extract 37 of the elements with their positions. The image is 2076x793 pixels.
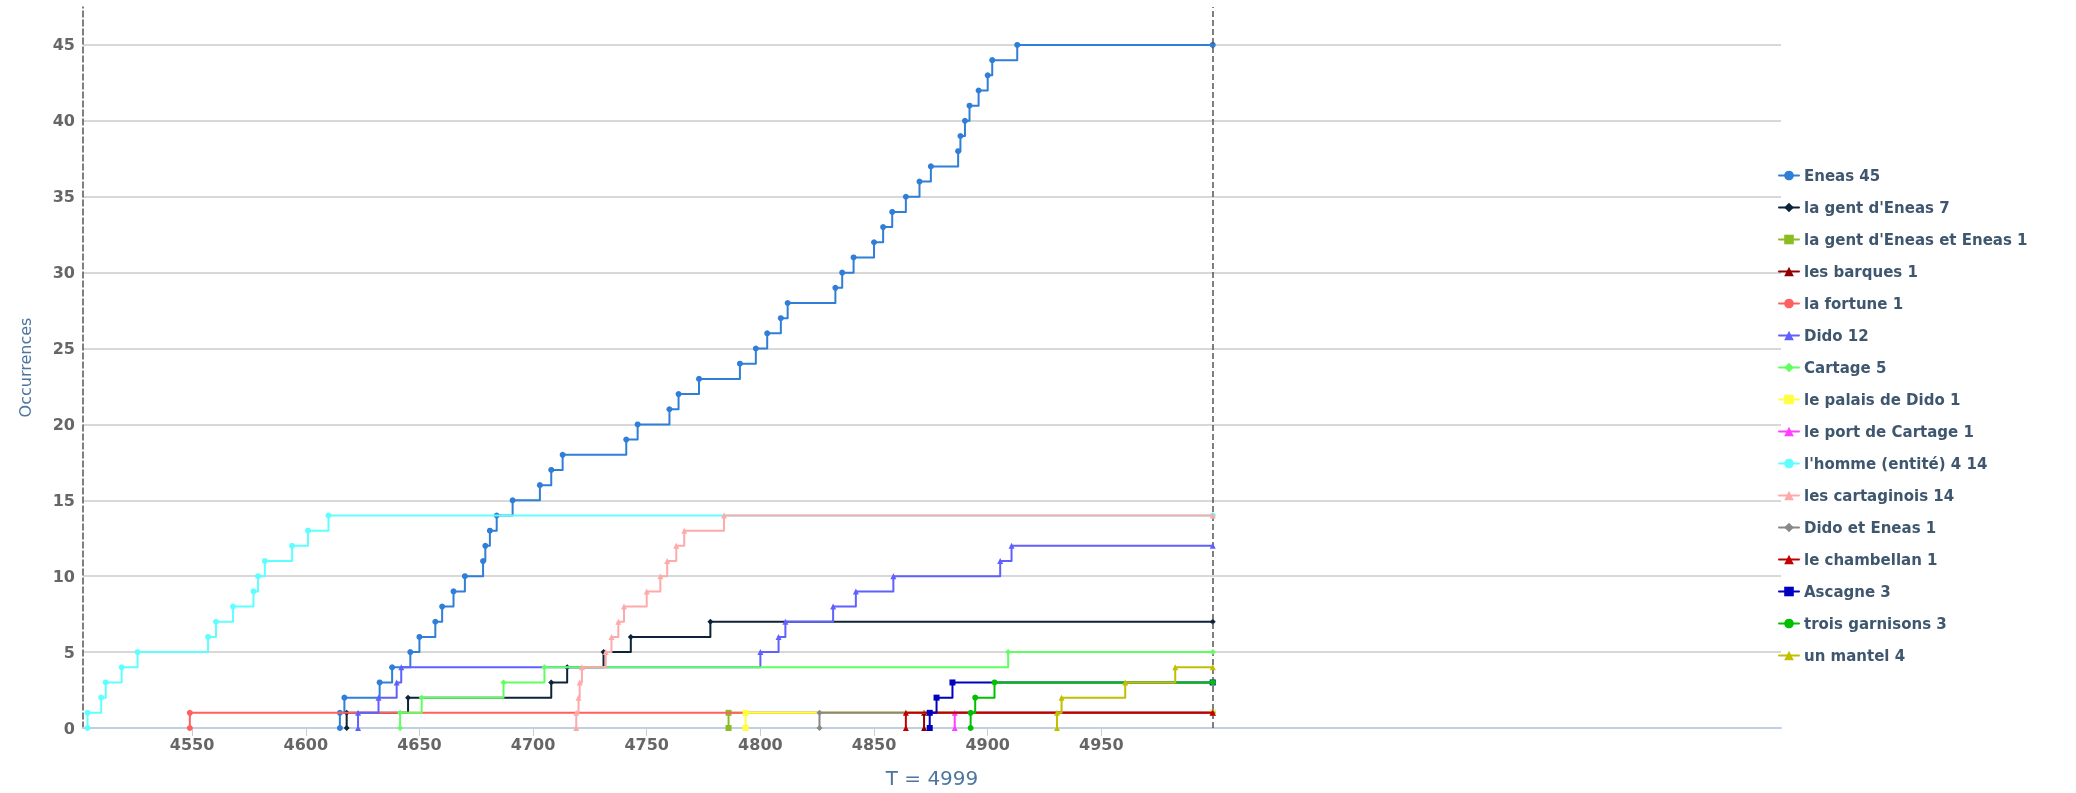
y-tick-label: 45 bbox=[52, 35, 75, 55]
legend-label: les barques 1 bbox=[1804, 262, 1918, 281]
y-axis-title: Occurrences bbox=[15, 317, 35, 418]
legend-label: Eneas 45 bbox=[1804, 166, 1881, 185]
legend-label: le palais de Dido 1 bbox=[1804, 390, 1961, 409]
x-tick-label: 4850 bbox=[851, 734, 897, 754]
y-tick-label: 30 bbox=[52, 263, 75, 283]
x-tick-label: 4800 bbox=[738, 734, 783, 754]
legend-label: le chambellan 1 bbox=[1804, 550, 1938, 569]
y-tick-label: 5 bbox=[63, 642, 75, 662]
legend-label: Cartage 5 bbox=[1804, 358, 1887, 377]
legend-label: un mantel 4 bbox=[1804, 646, 1906, 665]
y-tick-label: 25 bbox=[52, 339, 75, 359]
legend-label: la gent d'Eneas 7 bbox=[1804, 198, 1950, 217]
legend-label: les cartaginois 14 bbox=[1804, 486, 1955, 505]
x-tick-label: 4650 bbox=[397, 734, 442, 754]
legend-label: le port de Cartage 1 bbox=[1804, 422, 1974, 441]
legend-label: Ascagne 3 bbox=[1804, 582, 1891, 601]
legend-label: l'homme (entité) 4 14 bbox=[1804, 454, 1988, 473]
x-tick-label: 4750 bbox=[624, 734, 669, 754]
legend-label: trois garnisons 3 bbox=[1804, 614, 1947, 633]
y-tick-label: 0 bbox=[63, 718, 75, 738]
x-tick-label: 4700 bbox=[510, 734, 556, 754]
y-tick-label: 40 bbox=[52, 111, 75, 131]
legend-label: la gent d'Eneas et Eneas 1 bbox=[1804, 230, 2028, 249]
x-axis-title: T = 4999 bbox=[884, 766, 979, 790]
legend-label: Dido et Eneas 1 bbox=[1804, 518, 1937, 537]
x-tick-label: 4950 bbox=[1079, 734, 1124, 754]
x-tick-label: 4600 bbox=[283, 734, 329, 754]
y-tick-label: 15 bbox=[52, 490, 75, 510]
y-tick-label: 20 bbox=[52, 414, 75, 434]
legend-label: Dido 12 bbox=[1804, 326, 1869, 345]
legend-label: la fortune 1 bbox=[1804, 294, 1904, 313]
y-tick-label: 35 bbox=[52, 187, 75, 207]
y-tick-label: 10 bbox=[52, 566, 75, 586]
x-tick-label: 4900 bbox=[965, 734, 1010, 754]
x-tick-label: 4550 bbox=[169, 734, 215, 754]
